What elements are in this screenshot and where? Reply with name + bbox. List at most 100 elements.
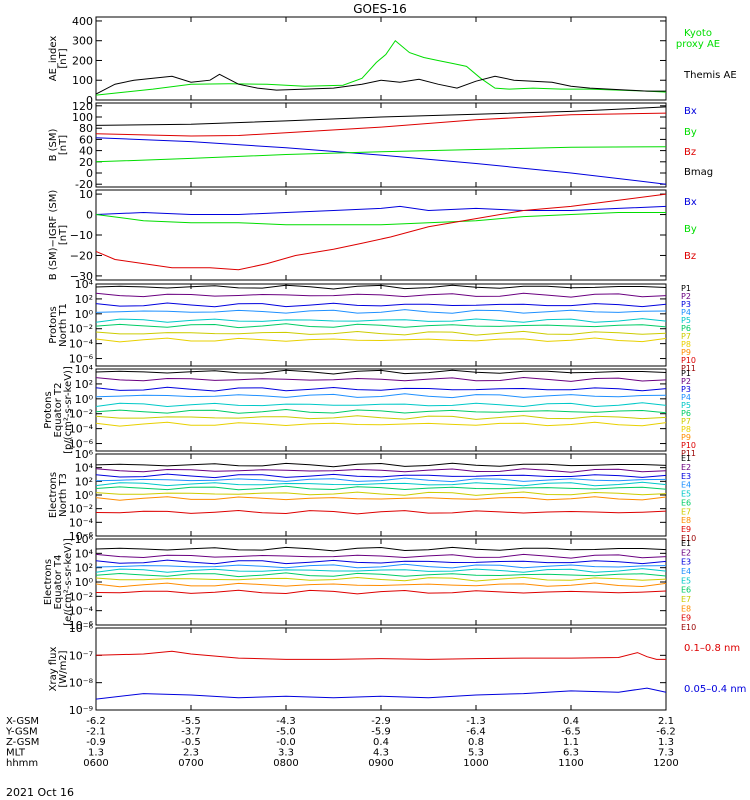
channel-line-e1 (95, 462, 667, 468)
ephemeris-value: -6.2 (86, 716, 106, 727)
y-tick-label: 10⁻⁴ (69, 605, 94, 618)
channel-legend-e2: E2 (681, 548, 691, 557)
panel-frame (95, 453, 667, 537)
y-tick-label: −30 (70, 270, 93, 283)
y-tick-label: 10² (75, 378, 93, 391)
y-tick-label: -20 (75, 178, 93, 191)
ephemeris-value: 1100 (558, 758, 583, 769)
channel-legend-e8: E8 (681, 604, 691, 613)
channel-line-p4 (95, 393, 667, 399)
y-axis-label: [W/m2] (58, 650, 69, 687)
legend-0-1-0-8-nm: 0.1–0.8 nm (684, 643, 740, 654)
channel-legend-p8: P8 (681, 340, 691, 349)
ephemeris-value: -4.3 (276, 716, 296, 727)
y-tick-label: 300 (72, 35, 93, 48)
ephemeris-value: 0600 (83, 758, 108, 769)
y-tick-label: 10² (75, 475, 93, 488)
channel-legend-p3: P3 (681, 385, 691, 394)
y-tick-label: 10⁻⁴ (69, 423, 94, 436)
ephemeris-value: 0700 (178, 758, 203, 769)
channel-legend-e9: E9 (681, 614, 691, 623)
y-axis-label: B (SM)−IGRF (SM) (48, 190, 59, 281)
ephemeris-value: 0900 (368, 758, 393, 769)
y-tick-label: 10⁻² (69, 408, 93, 421)
channel-legend-p11: P11 (681, 364, 696, 373)
channel-line-e6 (95, 485, 667, 491)
y-tick-label: 20 (79, 156, 93, 169)
y-tick-label: 10⁻⁷ (69, 649, 93, 662)
y-tick-label: 0 (86, 209, 93, 222)
channel-legend-p3: P3 (681, 300, 691, 309)
channel-legend-e10: E10 (681, 623, 696, 632)
legend-bz: Bz (684, 251, 696, 262)
panel-3: −30 −20 −10 0 10 B (SM)−IGRF (SM) [nT] Bx By Bz (48, 188, 697, 283)
channel-legend-e5: E5 (681, 490, 691, 499)
y-axis-label: AE_index (48, 36, 59, 82)
y-tick-label: 10⁻⁴ (69, 516, 94, 529)
series-line-0-1-0-8-nm (95, 650, 666, 660)
y-tick-label: 10⁴ (75, 278, 94, 291)
y-tick-label: 10⁰ (75, 576, 94, 589)
channel-line-p7 (95, 415, 667, 420)
y-tick-label: 60 (79, 133, 93, 146)
channel-line-p3 (95, 302, 667, 308)
y-tick-label: 10⁻⁸ (69, 677, 94, 690)
channel-legend-e4: E4 (681, 481, 691, 490)
legend-bmag: Bmag (684, 167, 713, 178)
chart-title: GOES-16 (353, 2, 407, 16)
channel-line-p6 (95, 408, 667, 414)
ephemeris-value: 0.4 (373, 737, 389, 748)
channel-legend-p1: P1 (681, 369, 691, 378)
channel-line-p4 (95, 309, 667, 314)
channel-line-e2 (95, 468, 667, 473)
series-line-themis-ae (95, 73, 666, 95)
channel-line-p8 (95, 337, 667, 343)
ephemeris-value: 1200 (653, 758, 678, 769)
y-tick-label: 10⁰ (75, 489, 94, 502)
channel-line-p5 (95, 402, 667, 408)
ephemeris-value: 2.3 (183, 748, 199, 759)
y-tick-label: 10⁰ (75, 393, 94, 406)
y-tick-label: 10⁻⁶ (69, 353, 94, 366)
channel-line-p2 (95, 292, 667, 298)
y-tick-label: 10⁻⁶ (69, 438, 94, 451)
legend-bx: Bx (684, 106, 697, 117)
legend-kyoto: Kyoto (684, 28, 712, 39)
y-tick-label: 40 (79, 145, 93, 158)
channel-line-p3 (95, 386, 667, 392)
channel-line-e8 (95, 582, 667, 588)
channel-line-p1 (95, 369, 667, 375)
channel-line-e3 (95, 559, 667, 565)
ephemeris-value: -2.1 (86, 727, 106, 738)
legend-bx: Bx (684, 197, 697, 208)
channel-legend-e2: E2 (681, 463, 691, 472)
channel-line-p7 (95, 330, 667, 336)
panel-frame (95, 368, 667, 452)
channel-line-e2 (95, 553, 667, 559)
channel-line-e5 (95, 481, 667, 487)
ephemeris-value: 0.4 (563, 716, 579, 727)
series-line-bmag (95, 106, 667, 126)
y-tick-label: 10⁻² (69, 590, 93, 603)
y-tick-label: 0 (86, 167, 93, 180)
channel-line-e8 (95, 496, 667, 501)
channel-legend-p2: P2 (681, 377, 691, 386)
channel-legend-e8: E8 (681, 516, 691, 525)
channel-legend-p7: P7 (681, 417, 691, 426)
ephemeris-value: 1.1 (563, 737, 579, 748)
legend-by: By (684, 224, 697, 235)
channel-line-e4 (95, 477, 667, 483)
ephemeris-value: 1.3 (658, 737, 674, 748)
channel-legend-p5: P5 (681, 316, 691, 325)
channel-legend-p10: P10 (681, 356, 696, 365)
channel-legend-e7: E7 (681, 507, 691, 516)
channel-legend-e6: E6 (681, 498, 691, 507)
date-label: 2021 Oct 16 (6, 786, 74, 799)
ephemeris-value: -1.3 (466, 716, 486, 727)
channel-line-p2 (95, 376, 667, 382)
ephemeris-value: -6.5 (561, 727, 581, 738)
